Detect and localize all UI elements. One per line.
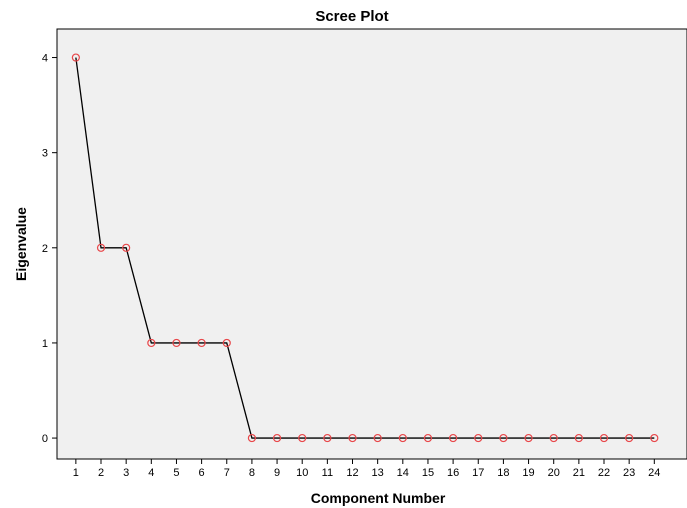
x-tick-label: 6: [199, 467, 205, 479]
x-tick-label: 3: [123, 467, 129, 479]
data-point: [197, 338, 206, 348]
x-tick-label: 19: [522, 467, 534, 479]
x-axis: 1 2 3 4 5 6 7 8 9 10 11 12 13 14 15 16 17 18 19 20 21 22 23 24: [73, 459, 660, 479]
data-point: [499, 433, 508, 443]
data-point: [147, 338, 156, 348]
x-tick-label: 14: [397, 467, 409, 479]
x-tick-label: 2: [98, 467, 104, 479]
x-tick-label: 22: [598, 467, 610, 479]
x-tick-label: 16: [447, 467, 459, 479]
data-point: [474, 433, 483, 443]
data-point: [96, 243, 106, 252]
x-tick-label: 23: [623, 467, 635, 479]
data-point: [549, 433, 558, 443]
y-tick-label: 2: [42, 243, 48, 255]
data-point: [323, 433, 332, 443]
data-point: [574, 433, 583, 443]
x-tick-label: 13: [372, 467, 384, 479]
x-axis-label: Component Number: [311, 490, 446, 506]
data-point: [423, 433, 433, 443]
x-tick-label: 18: [497, 467, 509, 479]
data-point: [172, 338, 181, 348]
series-line: [75, 57, 655, 439]
data-point: [650, 433, 659, 443]
y-axis: 0 1 2 3 4: [42, 53, 57, 445]
x-tick-label: 5: [173, 467, 179, 479]
data-point: [298, 433, 307, 443]
plot-area: [56, 28, 687, 460]
data-point: [247, 433, 257, 443]
y-tick-label: 4: [42, 53, 48, 65]
y-tick-label: 3: [42, 148, 48, 160]
x-tick-label: 10: [296, 467, 308, 479]
eigenvalue-line: [75, 57, 655, 439]
y-tick-label: 1: [42, 338, 48, 350]
series-markers: [71, 53, 659, 443]
x-tick-label: 12: [346, 467, 358, 479]
x-tick-label: 9: [274, 467, 280, 479]
x-tick-label: 20: [548, 467, 560, 479]
data-point: [524, 433, 533, 443]
data-point: [625, 433, 634, 443]
y-tick-label: 0: [42, 433, 48, 445]
x-tick-label: 4: [148, 467, 154, 479]
x-tick-label: 21: [573, 467, 585, 479]
data-point: [272, 433, 282, 443]
data-point: [373, 433, 382, 443]
x-tick-label: 15: [422, 467, 434, 479]
data-point: [222, 338, 231, 348]
data-point: [398, 433, 407, 443]
data-point: [348, 433, 357, 443]
x-tick-label: 24: [648, 467, 660, 479]
x-tick-label: 7: [224, 467, 230, 479]
data-point: [599, 433, 609, 443]
data-point: [449, 433, 458, 443]
chart-title: Scree Plot: [315, 8, 388, 25]
data-point: [71, 53, 80, 62]
data-point: [122, 243, 131, 252]
x-tick-label: 11: [322, 467, 333, 479]
x-tick-label: 8: [249, 467, 255, 479]
y-axis-label: Eigenvalue: [13, 207, 29, 281]
x-tick-label: 17: [472, 467, 484, 479]
x-tick-label: 1: [73, 467, 79, 479]
